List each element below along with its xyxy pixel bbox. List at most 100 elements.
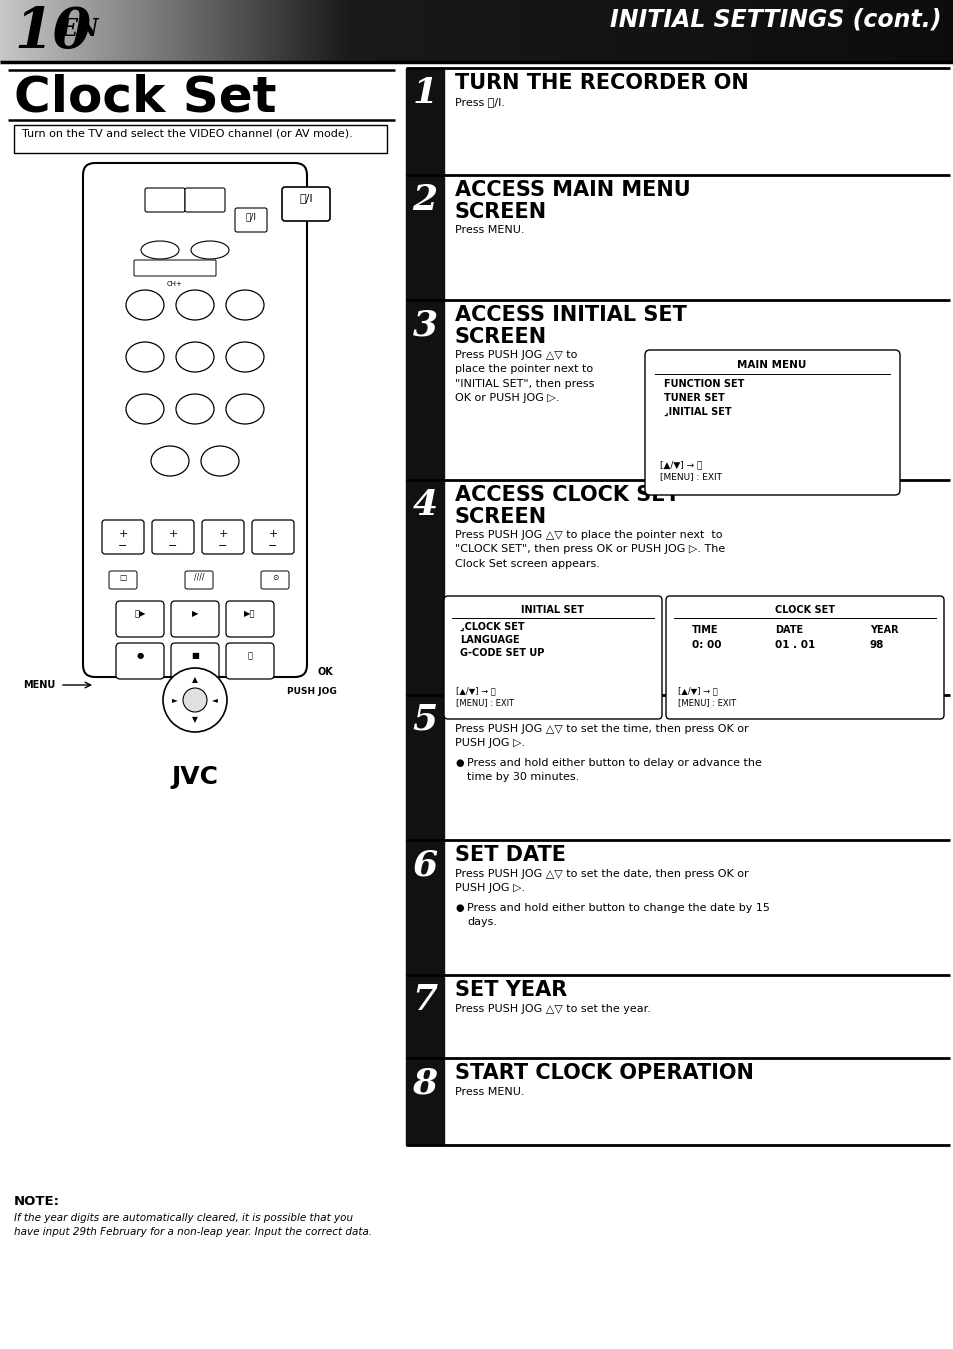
Text: Press and hold either button to delay or advance the
time by 30 minutes.: Press and hold either button to delay or… <box>467 758 761 782</box>
Text: ACCESS INITIAL SET
SCREEN: ACCESS INITIAL SET SCREEN <box>455 305 686 347</box>
Text: ▶⏭: ▶⏭ <box>244 608 255 618</box>
Ellipse shape <box>175 343 213 372</box>
Text: Press PUSH JOG △▽ to
place the pointer next to
"INITIAL SET", then press
OK or P: Press PUSH JOG △▽ to place the pointer n… <box>455 349 594 403</box>
Text: 01 . 01: 01 . 01 <box>774 639 815 650</box>
Text: ●: ● <box>455 758 463 768</box>
Text: ◄: ◄ <box>212 696 217 704</box>
Ellipse shape <box>175 394 213 424</box>
FancyBboxPatch shape <box>252 519 294 554</box>
FancyBboxPatch shape <box>226 643 274 679</box>
Text: 8: 8 <box>412 1066 437 1099</box>
FancyBboxPatch shape <box>443 596 661 719</box>
Text: CH+: CH+ <box>167 281 183 287</box>
Text: Press PUSH JOG △▽ to set the time, then press OK or
PUSH JOG ▷.: Press PUSH JOG △▽ to set the time, then … <box>455 724 748 749</box>
Bar <box>406 695 443 840</box>
Text: INITIAL SET: INITIAL SET <box>521 604 584 615</box>
Text: TIME: TIME <box>691 625 718 635</box>
FancyBboxPatch shape <box>185 571 213 590</box>
Bar <box>406 299 443 480</box>
Text: −: − <box>168 541 177 550</box>
Circle shape <box>163 668 227 733</box>
Text: OK: OK <box>317 666 333 677</box>
FancyBboxPatch shape <box>116 643 164 679</box>
Ellipse shape <box>226 394 264 424</box>
Text: 2: 2 <box>412 183 437 217</box>
Text: Press PUSH JOG △▽ to place the pointer next  to
"CLOCK SET", then press OK or PU: Press PUSH JOG △▽ to place the pointer n… <box>455 530 724 569</box>
Text: SET TIME: SET TIME <box>455 700 562 720</box>
Text: ⏸: ⏸ <box>247 652 253 660</box>
Circle shape <box>183 688 207 712</box>
Text: SET DATE: SET DATE <box>455 844 565 865</box>
FancyBboxPatch shape <box>202 519 244 554</box>
Bar <box>406 67 443 175</box>
Ellipse shape <box>175 290 213 320</box>
Text: +: + <box>268 529 277 540</box>
FancyBboxPatch shape <box>116 602 164 637</box>
Text: ●: ● <box>455 902 463 913</box>
Text: Press PUSH JOG △▽ to set the year.: Press PUSH JOG △▽ to set the year. <box>455 1004 650 1014</box>
Text: 0: 00: 0: 00 <box>691 639 720 650</box>
Text: TURN THE RECORDER ON: TURN THE RECORDER ON <box>455 73 748 93</box>
Text: 1: 1 <box>412 76 437 111</box>
FancyBboxPatch shape <box>133 260 215 277</box>
FancyBboxPatch shape <box>145 188 185 212</box>
FancyBboxPatch shape <box>644 349 899 495</box>
Text: JVC: JVC <box>172 765 218 789</box>
Text: FUNCTION SET: FUNCTION SET <box>663 379 743 389</box>
Text: EN: EN <box>60 18 99 40</box>
Text: [▲/▼] → Ⓞ
[MENU] : EXIT: [▲/▼] → Ⓞ [MENU] : EXIT <box>659 460 721 480</box>
Text: Clock Set: Clock Set <box>14 74 276 121</box>
Text: Press and hold either button to change the date by 15
days.: Press and hold either button to change t… <box>467 902 769 927</box>
Text: DATE: DATE <box>774 625 802 635</box>
Bar <box>406 175 443 299</box>
FancyBboxPatch shape <box>665 596 943 719</box>
Text: 10: 10 <box>14 5 91 59</box>
Text: MAIN MENU: MAIN MENU <box>737 360 806 370</box>
Text: 5: 5 <box>412 703 437 737</box>
FancyBboxPatch shape <box>102 519 144 554</box>
Text: PUSH JOG: PUSH JOG <box>287 687 336 696</box>
Text: LANGUAGE: LANGUAGE <box>459 635 519 645</box>
Text: TUNER SET: TUNER SET <box>663 393 724 403</box>
Text: ▶: ▶ <box>192 608 198 618</box>
Bar <box>406 840 443 975</box>
Ellipse shape <box>151 447 189 476</box>
FancyBboxPatch shape <box>234 208 267 232</box>
Ellipse shape <box>141 241 179 259</box>
Text: SET YEAR: SET YEAR <box>455 979 567 1000</box>
Text: +: + <box>218 529 228 540</box>
Text: −: − <box>268 541 277 550</box>
Text: START CLOCK OPERATION: START CLOCK OPERATION <box>455 1063 753 1083</box>
Text: CLOCK SET: CLOCK SET <box>774 604 834 615</box>
Ellipse shape <box>226 343 264 372</box>
Text: NOTE:: NOTE: <box>14 1195 60 1207</box>
FancyBboxPatch shape <box>171 602 219 637</box>
Text: G-CODE SET UP: G-CODE SET UP <box>459 648 544 658</box>
Text: INITIAL SETTINGS (cont.): INITIAL SETTINGS (cont.) <box>610 8 941 32</box>
Text: ⊙: ⊙ <box>272 573 278 581</box>
FancyBboxPatch shape <box>83 163 307 677</box>
FancyBboxPatch shape <box>152 519 193 554</box>
Text: 3: 3 <box>412 308 437 343</box>
Text: ⌟CLOCK SET: ⌟CLOCK SET <box>459 622 524 631</box>
Text: ////: //// <box>193 573 204 581</box>
FancyBboxPatch shape <box>109 571 137 590</box>
Ellipse shape <box>201 447 239 476</box>
Text: If the year digits are automatically cleared, it is possible that you
have input: If the year digits are automatically cle… <box>14 1213 372 1237</box>
Ellipse shape <box>191 241 229 259</box>
Text: ▲: ▲ <box>192 676 197 684</box>
Text: Press ⏻/I.: Press ⏻/I. <box>455 97 504 107</box>
Text: ●: ● <box>136 652 144 660</box>
Text: ▼: ▼ <box>192 715 197 724</box>
Bar <box>406 480 443 695</box>
Text: ⌟INITIAL SET: ⌟INITIAL SET <box>663 407 731 417</box>
Text: 98: 98 <box>869 639 883 650</box>
Text: ⏻/I: ⏻/I <box>299 193 313 202</box>
Text: ACCESS CLOCK SET
SCREEN: ACCESS CLOCK SET SCREEN <box>455 486 679 526</box>
Text: 6: 6 <box>412 849 437 882</box>
Text: ■: ■ <box>191 652 199 660</box>
Text: YEAR: YEAR <box>869 625 898 635</box>
Ellipse shape <box>126 290 164 320</box>
Ellipse shape <box>126 343 164 372</box>
Text: ACCESS MAIN MENU
SCREEN: ACCESS MAIN MENU SCREEN <box>455 179 690 221</box>
